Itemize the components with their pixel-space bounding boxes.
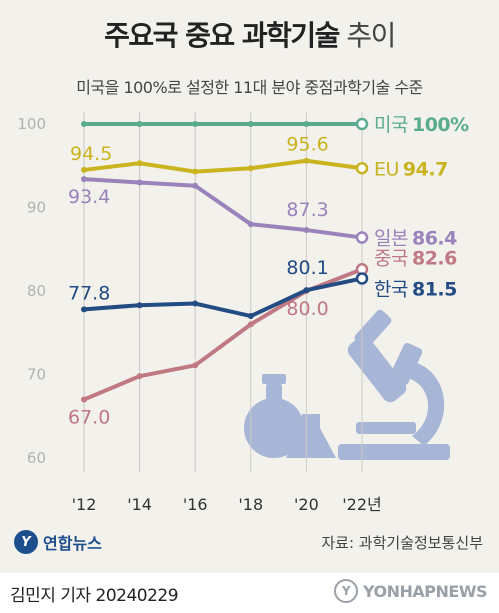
data-point bbox=[81, 306, 87, 313]
chart-series: 미국 100% 94.5 95.6 EU 94.7 93.4 87.3 일본 86.4 67.0 80… bbox=[68, 114, 470, 429]
data-point bbox=[192, 300, 199, 307]
data-point bbox=[355, 117, 369, 131]
series-end-value: 100% bbox=[412, 114, 469, 136]
data-point bbox=[192, 182, 199, 189]
x-tick-label: '22년 bbox=[342, 495, 381, 514]
series-end-value: 94.7 bbox=[403, 158, 448, 180]
data-point bbox=[136, 179, 143, 186]
data-point bbox=[81, 121, 87, 127]
series-end-value: 86.4 bbox=[412, 228, 457, 250]
series-end-label: EU 94.7 bbox=[374, 158, 448, 180]
data-point bbox=[192, 362, 199, 369]
data-point bbox=[81, 166, 87, 173]
series-end-label: 일본 86.4 bbox=[374, 228, 457, 250]
x-tick-label: '20 bbox=[294, 495, 319, 514]
watermark-text: YONHAPNEWS bbox=[363, 581, 488, 601]
x-tick-label: '12 bbox=[72, 495, 97, 514]
title-light: 추이 bbox=[346, 19, 396, 52]
data-label: 80.1 bbox=[286, 257, 328, 279]
data-point bbox=[303, 121, 310, 127]
x-tick-label: '18 bbox=[238, 495, 263, 514]
y-axis: 60 70 80 90 100 bbox=[17, 115, 46, 467]
data-label: 77.8 bbox=[68, 282, 110, 304]
logo-mark-icon: Y bbox=[14, 530, 38, 554]
credit-bar: 김민지 기자 20240229 Y YONHAPNEWS bbox=[0, 573, 499, 613]
data-point bbox=[303, 287, 310, 294]
data-point bbox=[355, 231, 369, 244]
series-line bbox=[82, 158, 364, 174]
watermark: Y YONHAPNEWS bbox=[334, 579, 488, 603]
data-point bbox=[81, 396, 87, 403]
page-title: 주요국 중요 과학기술 추이 bbox=[0, 14, 499, 54]
data-point bbox=[136, 373, 143, 380]
data-point bbox=[136, 121, 143, 127]
data-point bbox=[81, 176, 87, 183]
subtitle: 미국을 100%로 설정한 11대 분야 중점과학기술 수준 bbox=[76, 78, 423, 97]
y-tick-label: 100 bbox=[17, 115, 46, 133]
x-axis: '12 '14 '16 '18 '20 '22년 bbox=[72, 495, 382, 514]
series-end-value: 81.5 bbox=[412, 278, 457, 300]
series-end-value: 82.6 bbox=[412, 247, 457, 269]
x-tick-label: '14 bbox=[127, 495, 152, 514]
reporter-credit: 김민지 기자 20240229 bbox=[10, 586, 179, 606]
data-point bbox=[192, 121, 199, 127]
watermark-mark-icon: Y bbox=[334, 579, 358, 603]
data-label: 93.4 bbox=[68, 186, 110, 208]
data-point bbox=[355, 272, 369, 285]
data-point bbox=[247, 121, 254, 127]
data-point bbox=[247, 321, 254, 328]
source-note: 자료: 과학기술정보통신부 bbox=[321, 534, 483, 552]
series-name: EU bbox=[374, 158, 399, 180]
data-point bbox=[136, 160, 143, 167]
title-bold: 주요국 중요 과학기술 bbox=[104, 19, 340, 52]
series-line bbox=[82, 177, 364, 240]
y-tick-label: 80 bbox=[27, 282, 46, 300]
series-end-label: 미국 100% bbox=[374, 114, 469, 136]
data-point bbox=[303, 157, 310, 164]
series-name: 일본 bbox=[374, 228, 408, 250]
line-chart: 60 70 80 90 100 '12 '14 '16 '18 '20 '22년 미국 100% 94… bbox=[17, 112, 470, 514]
data-label: 95.6 bbox=[286, 134, 328, 156]
data-point bbox=[355, 162, 369, 175]
data-label: 80.0 bbox=[286, 298, 328, 320]
data-point bbox=[247, 221, 254, 228]
x-tick-label: '16 bbox=[183, 495, 208, 514]
data-label: 94.5 bbox=[70, 143, 112, 165]
series-name: 한국 bbox=[374, 278, 408, 300]
data-point bbox=[192, 168, 199, 175]
data-point bbox=[136, 302, 143, 309]
lab-equipment-icon bbox=[244, 309, 450, 460]
data-label: 67.0 bbox=[68, 407, 110, 429]
y-tick-label: 70 bbox=[27, 366, 46, 384]
data-point bbox=[247, 313, 254, 320]
y-tick-label: 60 bbox=[27, 449, 46, 467]
yonhap-logo: Y 연합뉴스 bbox=[14, 530, 102, 554]
series-name: 미국 bbox=[374, 114, 408, 136]
data-point bbox=[247, 165, 254, 172]
logo-text: 연합뉴스 bbox=[43, 534, 102, 553]
series-end-label: 한국 81.5 bbox=[374, 278, 457, 300]
series-end-label: 중국 82.6 bbox=[374, 247, 457, 269]
series-line bbox=[82, 276, 364, 319]
data-point bbox=[303, 227, 310, 234]
footer: Y 연합뉴스 자료: 과학기술정보통신부 김민지 기자 20240229 Y Y… bbox=[0, 520, 499, 613]
data-label: 87.3 bbox=[286, 199, 328, 221]
y-tick-label: 90 bbox=[27, 199, 46, 217]
series-name: 중국 bbox=[374, 247, 408, 269]
